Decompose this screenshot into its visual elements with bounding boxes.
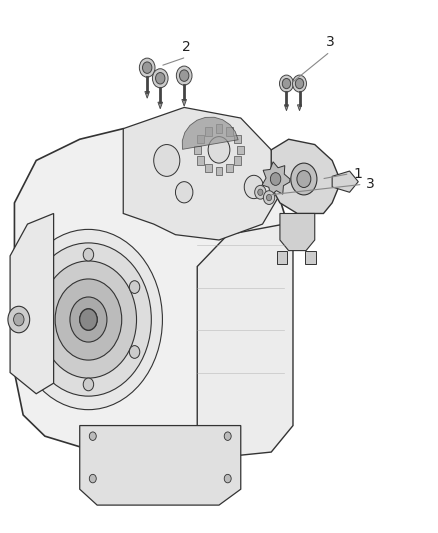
Circle shape (8, 306, 30, 333)
Circle shape (142, 62, 152, 74)
Bar (205, 127, 212, 136)
Bar (234, 156, 241, 165)
Circle shape (129, 281, 140, 294)
Circle shape (293, 75, 307, 92)
Circle shape (258, 189, 263, 196)
Circle shape (263, 191, 275, 205)
Circle shape (254, 185, 266, 199)
Circle shape (89, 432, 96, 440)
Polygon shape (182, 100, 187, 106)
Bar (215, 124, 223, 133)
Text: 3: 3 (366, 177, 375, 191)
Circle shape (80, 309, 97, 330)
Bar (234, 135, 241, 143)
Circle shape (180, 70, 189, 82)
Polygon shape (14, 128, 284, 452)
Circle shape (40, 261, 137, 378)
Circle shape (270, 173, 281, 185)
Bar (197, 135, 204, 143)
Circle shape (55, 279, 122, 360)
Circle shape (208, 136, 230, 163)
Polygon shape (284, 105, 289, 111)
Bar (205, 164, 212, 173)
Polygon shape (145, 92, 149, 98)
Circle shape (295, 78, 304, 88)
Circle shape (152, 69, 168, 88)
Circle shape (282, 78, 291, 88)
Polygon shape (197, 224, 293, 457)
Bar (215, 167, 223, 175)
Bar (226, 164, 233, 173)
Polygon shape (332, 171, 358, 192)
Circle shape (14, 313, 24, 326)
Circle shape (224, 474, 231, 483)
Bar (237, 146, 244, 154)
Polygon shape (262, 162, 290, 196)
Circle shape (129, 345, 140, 358)
Circle shape (83, 378, 94, 391)
Polygon shape (182, 117, 238, 149)
Bar (194, 146, 201, 154)
Polygon shape (10, 214, 53, 394)
Circle shape (154, 144, 180, 176)
Circle shape (266, 195, 272, 201)
Polygon shape (80, 425, 241, 505)
Text: 3: 3 (325, 35, 334, 49)
Circle shape (155, 72, 165, 84)
Circle shape (80, 309, 97, 330)
Circle shape (291, 163, 317, 195)
Polygon shape (123, 108, 284, 240)
Bar (305, 251, 316, 264)
Circle shape (70, 297, 107, 342)
Circle shape (37, 345, 47, 358)
Circle shape (83, 248, 94, 261)
Polygon shape (158, 102, 162, 109)
Circle shape (176, 182, 193, 203)
Circle shape (89, 474, 96, 483)
Circle shape (177, 66, 192, 85)
Circle shape (25, 243, 151, 396)
Text: 2: 2 (182, 41, 191, 54)
Circle shape (139, 58, 155, 77)
Text: 1: 1 (354, 167, 363, 181)
Bar (226, 127, 233, 136)
Circle shape (279, 75, 293, 92)
Polygon shape (297, 105, 302, 111)
Polygon shape (280, 214, 315, 251)
Circle shape (244, 175, 263, 199)
Circle shape (297, 171, 311, 188)
Bar (197, 156, 204, 165)
Bar (277, 251, 287, 264)
Polygon shape (271, 139, 341, 214)
Circle shape (37, 281, 47, 294)
Circle shape (224, 432, 231, 440)
Circle shape (14, 229, 162, 410)
